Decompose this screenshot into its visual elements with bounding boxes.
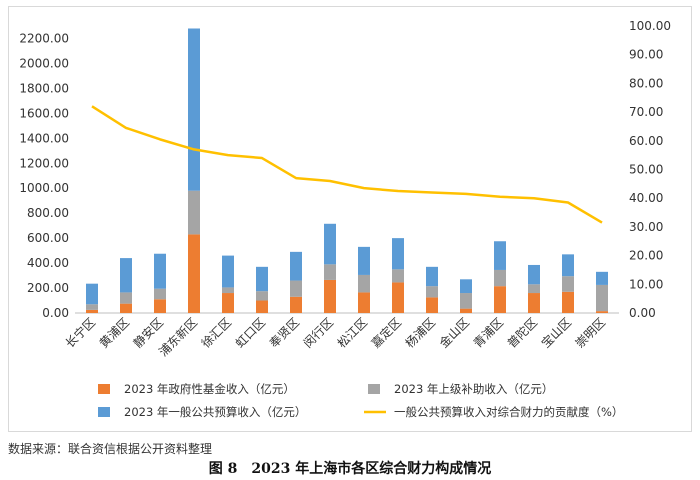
bar-general — [562, 254, 574, 277]
bar-general — [392, 238, 404, 270]
y-right-tick-label: 0.00 — [629, 306, 656, 320]
y-right-tick-label: 10.00 — [629, 277, 663, 291]
bar-subsidy — [392, 269, 404, 283]
bar-fund — [392, 282, 404, 313]
bar-subsidy — [256, 291, 268, 301]
bar-subsidy — [528, 284, 540, 294]
bar-fund — [494, 286, 506, 313]
bar-general — [86, 283, 98, 305]
legend-label: 2023 年政府性基金收入（亿元） — [124, 382, 295, 396]
bar-subsidy — [86, 304, 98, 310]
bar-subsidy — [460, 293, 472, 309]
x-tick-label: 浦东新区 — [156, 315, 201, 360]
y-left-tick-label: 2000.00 — [19, 56, 69, 70]
x-tick-label: 奉贤区 — [267, 315, 302, 350]
bar-fund — [596, 311, 608, 313]
y-left-tick-label: 1800.00 — [19, 81, 69, 95]
chart-svg: 0.00 200.00 400.00 600.00 800.00 1000.00 1200.… — [19, 19, 671, 419]
y-right-tick-label: 70.00 — [629, 105, 663, 119]
legend-swatch-subsidy — [368, 384, 380, 394]
bar-fund — [562, 291, 574, 313]
bar-subsidy — [188, 190, 200, 235]
bar-fund — [154, 299, 166, 313]
y-left-tick-label: 1000.00 — [19, 181, 69, 195]
y-right-tick-label: 30.00 — [629, 220, 663, 234]
x-tick-label: 徐汇区 — [198, 315, 234, 351]
bar-subsidy — [562, 276, 574, 292]
bar-fund — [256, 300, 268, 313]
bar-general — [596, 271, 608, 285]
bar-general — [222, 255, 234, 288]
x-tick-label: 闵行区 — [300, 315, 336, 351]
legend-label: 2023 年一般公共预算收入（亿元） — [124, 405, 306, 419]
x-tick-label: 崇明区 — [573, 315, 608, 350]
legend-label: 一般公共预算收入对综合财力的贡献度（%） — [394, 405, 623, 419]
y-left-tick-label: 400.00 — [27, 256, 69, 270]
bar-general — [290, 251, 302, 281]
y-right-tick-label: 50.00 — [629, 163, 663, 177]
bar-subsidy — [324, 264, 336, 280]
x-tick-label: 杨浦区 — [402, 315, 438, 351]
bar-general — [154, 253, 166, 289]
bar-general — [528, 264, 540, 285]
bar-general — [256, 266, 268, 292]
bar-fund — [528, 293, 540, 313]
bar-fund — [358, 292, 370, 313]
y-left-tick-label: 1600.00 — [19, 106, 69, 120]
x-tick-label: 黄浦区 — [97, 315, 132, 350]
bar-subsidy — [426, 286, 438, 298]
bar-subsidy — [154, 288, 166, 300]
y-left-tick-label: 0.00 — [42, 306, 69, 320]
legend-swatch-general — [98, 407, 110, 417]
y-right-tick-label: 60.00 — [629, 134, 663, 148]
legend-swatch-fund — [98, 384, 110, 394]
y-right-tick-label: 90.00 — [629, 48, 663, 62]
bar-subsidy — [120, 292, 132, 304]
bar-general — [460, 279, 472, 294]
bar-fund — [120, 303, 132, 313]
bar-subsidy — [494, 269, 506, 287]
bar-fund — [324, 279, 336, 313]
chart-frame: 0.00 200.00 400.00 600.00 800.00 1000.00 1200.… — [8, 6, 692, 432]
y-right-tick-label: 40.00 — [629, 191, 663, 205]
y-left-tick-label: 2200.00 — [19, 31, 69, 45]
bar-general — [426, 266, 438, 287]
bar-fund — [426, 297, 438, 313]
y-left-tick-label: 600.00 — [27, 231, 69, 245]
x-tick-label: 虹口区 — [233, 315, 268, 350]
x-tick-label: 金山区 — [436, 315, 472, 351]
x-tick-label: 松江区 — [335, 315, 370, 350]
x-tick-label: 普陀区 — [504, 315, 540, 351]
line-contribution — [91, 105, 603, 224]
x-tick-label: 嘉定区 — [368, 315, 404, 351]
bar-fund — [290, 296, 302, 313]
y-left-tick-label: 1400.00 — [19, 131, 69, 145]
bar-general — [358, 246, 370, 275]
bar-subsidy — [358, 274, 370, 293]
y-right-tick-label: 100.00 — [629, 19, 671, 33]
bar-subsidy — [596, 284, 608, 312]
bar-fund — [86, 309, 98, 313]
y-right-tick-label: 80.00 — [629, 76, 663, 90]
figure-caption: 图 8 2023 年上海市各区综合财力构成情况 — [208, 461, 492, 477]
bar-fund — [460, 308, 472, 313]
y-left-tick-label: 200.00 — [27, 281, 69, 295]
y-left-tick-label: 1200.00 — [19, 156, 69, 170]
bar-general — [188, 28, 200, 191]
legend-label: 2023 年上级补助收入（亿元） — [394, 382, 553, 396]
bar-subsidy — [290, 280, 302, 297]
bar-general — [324, 223, 336, 265]
y-right-tick-label: 20.00 — [629, 249, 663, 263]
y-left-tick-label: 800.00 — [27, 206, 69, 220]
bar-general — [494, 241, 506, 270]
x-tick-label: 青浦区 — [471, 315, 506, 350]
bar-general — [120, 258, 132, 293]
bar-fund — [188, 234, 200, 313]
x-tick-label: 宝山区 — [539, 315, 574, 350]
bar-fund — [222, 293, 234, 313]
source-note: 数据来源：联合资信根据公开资料整理 — [8, 442, 213, 456]
bar-subsidy — [222, 287, 234, 294]
